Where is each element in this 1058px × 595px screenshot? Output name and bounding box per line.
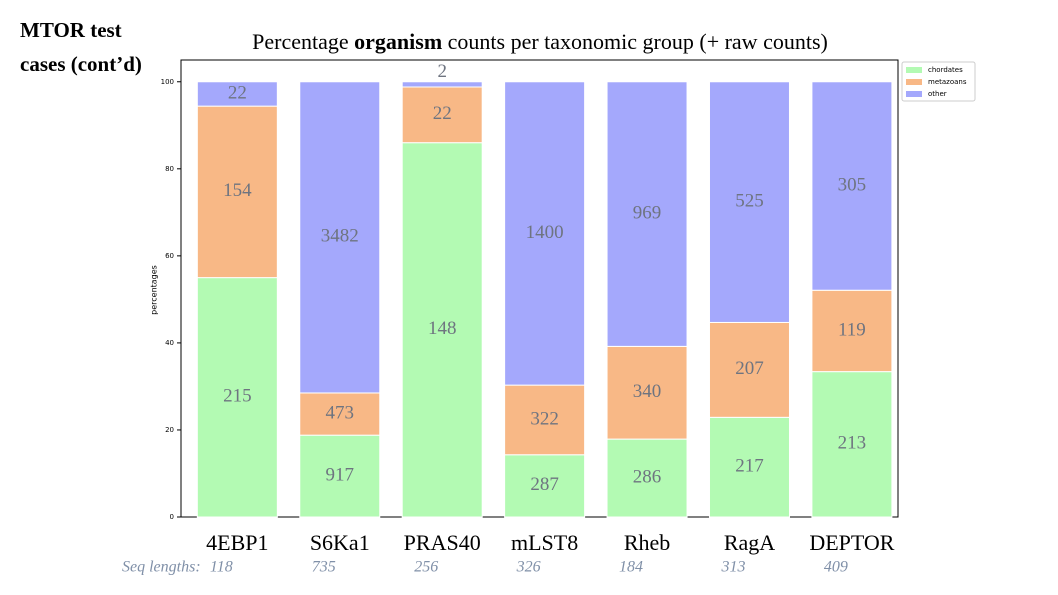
count-label: 473 [326,402,355,423]
bar-segment [299,434,381,518]
seq-length: 409 [824,559,848,576]
y-tick-label: 100 [161,78,174,86]
bar-segment [196,81,278,107]
count-label: 217 [735,456,764,477]
bar-segment [504,384,586,456]
count-label: 215 [223,386,252,407]
legend-label: chordates [928,66,963,74]
y-axis-label: percentages [150,265,159,315]
bar-segment [401,81,483,88]
count-label: 148 [428,318,457,339]
title-part: organism [354,29,442,54]
count-label: 287 [530,474,559,495]
x-tick-label: Rheb [624,530,670,555]
bar-segment [708,81,790,323]
seq-length: 326 [516,559,541,576]
bar-segment [401,86,483,144]
seq-length: 184 [619,559,643,576]
count-label: 2 [437,61,447,82]
count-label: 22 [228,82,247,103]
bar-segment [606,345,688,440]
count-label: 207 [735,358,764,379]
y-tick-label: 60 [165,252,174,260]
x-tick-label: DEPTOR [809,530,894,555]
y-tick-label: 80 [165,165,174,173]
x-tick-label: mLST8 [511,530,578,555]
bar-segment [606,438,688,518]
seq-length: 118 [210,559,233,576]
bar-segment [299,81,381,394]
count-label: 286 [633,466,662,487]
bar-segment [811,371,893,518]
seq-length: 256 [414,559,438,576]
count-label: 969 [633,202,662,223]
title-part: Percentage [252,29,354,54]
count-label: 213 [838,433,867,454]
seq-length: 313 [720,559,745,576]
bar-segment [811,289,893,373]
legend-swatch [906,91,922,97]
header: MTOR test [20,18,122,42]
bar-segment [606,81,688,347]
x-tick-label: S6Ka1 [310,530,370,555]
count-label: 525 [735,190,764,211]
bar-segment [196,105,278,279]
count-label: 322 [530,408,559,429]
count-label: 305 [838,174,867,195]
count-label: 917 [326,464,355,485]
bar-segment [401,142,483,518]
title-part: counts per taxonomic group (+ raw counts… [442,29,828,54]
x-tick-label: RagA [724,530,775,555]
count-label: 119 [838,319,866,340]
count-label: 154 [223,180,252,201]
legend-swatch [906,79,922,85]
count-label: 22 [433,103,452,124]
y-tick-label: 40 [165,339,174,347]
legend-label: other [928,90,947,98]
bar-segment [811,81,893,291]
bar-segment [504,81,586,386]
x-tick-label: 4EBP1 [206,530,268,555]
bar-segment [708,416,790,518]
x-tick-label: PRAS40 [404,530,481,555]
count-label: 3482 [321,226,359,247]
header: cases (cont’d) [20,52,142,76]
seq-length: 735 [312,559,336,576]
legend-label: metazoans [928,78,967,86]
legend: chordates metazoans other [901,61,976,102]
bar-segment [708,321,790,418]
count-label: 340 [633,381,662,402]
seq-lengths-label: Seq lengths: [122,559,201,576]
y-tick-label: 20 [165,426,174,434]
legend-swatch [906,67,922,73]
y-tick-label: 0 [170,513,174,521]
bar-segment [299,392,381,436]
count-label: 1400 [526,222,564,243]
chart-title: Percentage organism counts per taxonomic… [252,29,828,54]
